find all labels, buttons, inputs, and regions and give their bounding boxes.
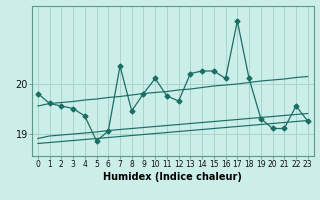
X-axis label: Humidex (Indice chaleur): Humidex (Indice chaleur) (103, 172, 242, 182)
